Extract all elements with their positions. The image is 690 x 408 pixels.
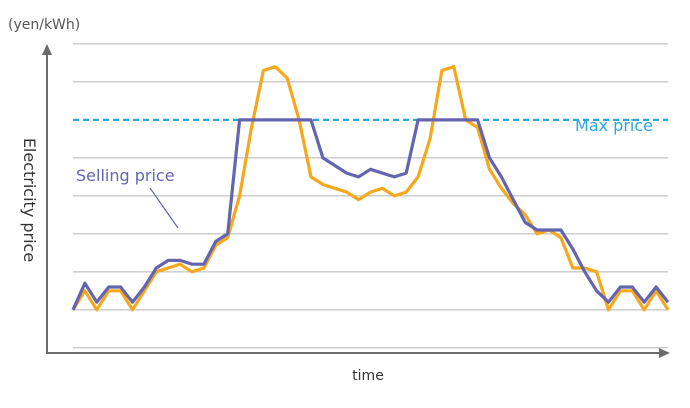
selling-price-callout-line bbox=[149, 187, 179, 229]
x-axis-arrowhead bbox=[659, 348, 670, 358]
unit-label: (yen/kWh) bbox=[8, 17, 80, 33]
gridlines bbox=[73, 43, 668, 349]
series-layer bbox=[71, 65, 670, 312]
y-axis-label: Electricity price bbox=[20, 138, 39, 262]
series-line-selling-price bbox=[71, 118, 670, 311]
selling-price-label: Selling price bbox=[76, 166, 175, 185]
series-line-market-price bbox=[71, 65, 670, 312]
y-axis-arrowhead bbox=[42, 44, 52, 55]
x-axis-label: time bbox=[352, 368, 384, 384]
max-price-label: Max price bbox=[575, 116, 653, 135]
